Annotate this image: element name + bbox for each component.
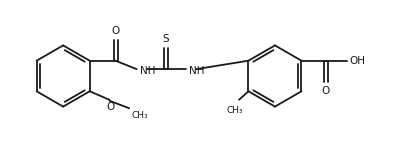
Text: O: O — [106, 102, 114, 112]
Text: OH: OH — [349, 56, 365, 66]
Text: S: S — [162, 34, 169, 44]
Text: O: O — [112, 26, 120, 36]
Text: CH₃: CH₃ — [131, 111, 148, 120]
Text: O: O — [322, 86, 330, 96]
Text: NH: NH — [189, 66, 204, 76]
Text: CH₃: CH₃ — [227, 106, 244, 115]
Text: NH: NH — [140, 66, 156, 76]
